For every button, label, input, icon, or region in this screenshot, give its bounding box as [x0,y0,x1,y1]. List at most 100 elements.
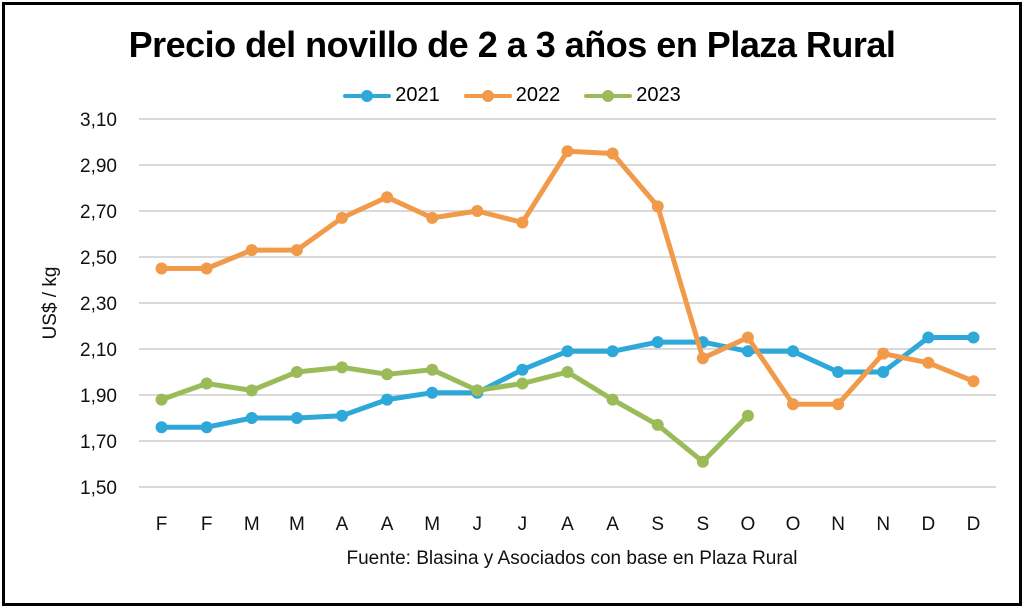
data-point-2023 [471,384,484,397]
data-point-2021 [561,345,574,358]
legend-label-2021: 2021 [395,84,440,106]
series-line-2023 [159,364,751,465]
data-point-2022 [245,244,258,257]
y-tick-label: 2,90 [80,156,117,177]
x-tick-label: A [561,514,574,535]
series-2021 [155,331,980,434]
data-point-2022 [696,352,709,365]
legend-item-2021: 2021 [343,84,440,107]
data-point-2023 [651,418,664,431]
data-point-2022 [335,211,348,224]
data-point-2022 [516,216,529,229]
series-layer [155,145,980,468]
data-point-2022 [922,356,935,369]
y-tick-label: 1,70 [80,432,117,453]
x-tick-label: O [786,514,801,535]
source-note: Fuente: Blasina y Asociados con base en … [346,548,798,569]
x-tick-label: F [201,514,213,535]
data-point-2023 [426,363,439,376]
x-tick-label: A [381,514,394,535]
series-2022 [155,145,980,411]
x-tick-label: S [651,514,664,535]
data-point-2021 [516,363,529,376]
data-point-2021 [381,393,394,406]
data-point-2022 [651,200,664,213]
data-point-2022 [200,262,213,275]
data-point-2021 [426,386,439,399]
data-point-2021 [741,345,754,358]
x-tick-label: M [244,514,260,535]
y-tick-label: 1,90 [80,386,117,407]
legend-label-2022: 2022 [515,84,561,106]
data-point-2023 [155,393,168,406]
legend-item-2023: 2023 [584,84,681,107]
x-tick-label: J [518,514,528,535]
data-point-2022 [877,347,890,360]
y-tick-label: 2,10 [80,340,117,361]
data-point-2021 [290,412,303,424]
data-point-2022 [787,398,800,411]
data-point-2022 [741,331,754,344]
y-axis-ticks: 3,10 2,90 2,70 2,50 2,30 2,10 1,90 1,70 1,50 [80,110,117,499]
data-point-2021 [200,421,213,434]
y-tick-label: 2,70 [80,202,117,223]
x-tick-label: A [606,514,619,535]
data-point-2021 [922,331,935,344]
legend-item-2022: 2022 [463,84,561,107]
legend-swatch-2023 [584,86,633,106]
data-point-2023 [245,384,258,397]
gridlines [139,118,996,488]
chart-legend: 2021 2022 2023 [0,84,1024,107]
data-point-2023 [381,368,394,381]
data-point-2022 [426,211,439,224]
data-point-2022 [155,262,168,275]
data-point-2021 [155,421,168,434]
data-point-2022 [290,244,303,257]
data-point-2023 [200,377,213,390]
data-point-2023 [741,409,754,422]
data-point-2022 [606,147,619,160]
y-tick-label: 1,50 [80,478,117,499]
x-tick-label: N [831,514,845,535]
x-tick-label: F [156,514,168,535]
data-point-2021 [877,366,890,378]
data-point-2023 [290,366,303,378]
data-point-2021 [787,345,800,358]
data-point-2022 [967,375,980,388]
data-point-2023 [335,361,348,374]
x-tick-label: M [424,514,440,535]
data-point-2023 [561,366,574,378]
data-point-2021 [245,412,258,424]
x-tick-label: D [967,514,981,535]
y-tick-label: 3,10 [80,110,117,131]
y-axis-label: US$ / kg [40,267,61,340]
legend-swatch-2022 [463,86,512,106]
chart-title: Precio del novillo de 2 a 3 años en Plaz… [128,24,896,65]
x-tick-label: D [921,514,935,535]
x-tick-label: O [741,514,756,535]
x-tick-label: A [336,514,349,535]
series-2023 [155,361,754,468]
data-point-2021 [606,345,619,358]
x-tick-label: M [289,514,305,535]
data-point-2021 [832,366,845,378]
data-point-2021 [967,331,980,344]
data-point-2022 [471,205,484,217]
data-point-2022 [561,145,574,158]
data-point-2021 [335,409,348,422]
x-tick-label: S [696,514,709,535]
x-tick-label: J [473,514,483,535]
data-point-2022 [381,191,394,204]
x-tick-label: N [876,514,890,535]
legend-label-2023: 2023 [636,84,681,106]
legend-swatch-2021 [343,86,392,106]
data-point-2021 [651,336,664,349]
y-tick-label: 2,50 [80,248,117,269]
data-point-2022 [832,398,845,411]
y-tick-label: 2,30 [80,294,117,315]
data-point-2023 [516,377,529,390]
data-point-2023 [696,455,709,468]
data-point-2023 [606,393,619,406]
